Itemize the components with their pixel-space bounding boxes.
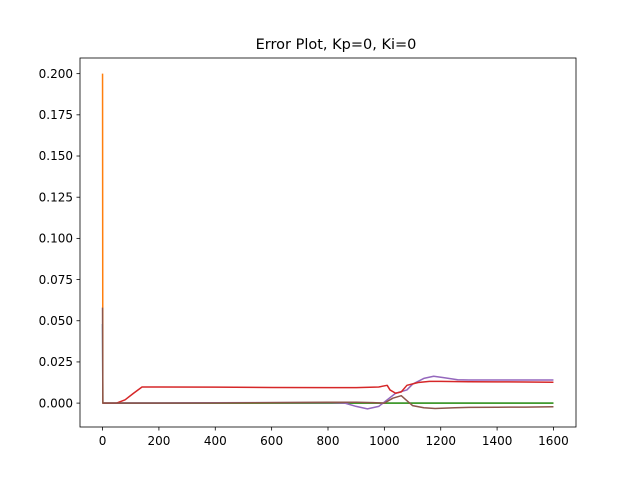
x-tick-label: 0 [99,434,107,448]
y-tick-label: 0.150 [39,149,73,163]
series-line-5 [102,380,554,404]
y-tick-label: 0.125 [39,190,73,204]
y-tick-label: 0.100 [39,232,73,246]
y-tick-label: 0.025 [39,355,73,369]
x-tick-label: 1000 [369,434,400,448]
series-line-6 [101,307,554,410]
x-tick-label: 800 [317,434,340,448]
chart-title: Error Plot, Kp=0, Ki=0 [256,37,417,53]
y-axis: 0.000 0.025 0.050 0.075 0.100 0.125 0.150 0.175… [39,67,80,410]
x-tick-label: 1400 [482,434,513,448]
x-tick-label: 200 [147,434,170,448]
x-tick-label: 400 [204,434,227,448]
y-tick-label: 0.050 [39,314,73,328]
y-tick-label: 0.075 [39,273,73,287]
x-tick-label: 1200 [425,434,456,448]
x-tick-label: 1600 [538,434,569,448]
axes-frame [79,57,577,428]
x-axis: 0 200 400 600 800 1000 1200 1400 1600 [99,427,569,448]
y-tick-label: 0.175 [39,108,73,122]
y-tick-label: 0.200 [39,67,73,81]
plot-area [101,73,554,410]
x-tick-label: 600 [260,434,283,448]
y-tick-label: 0.000 [39,396,73,410]
